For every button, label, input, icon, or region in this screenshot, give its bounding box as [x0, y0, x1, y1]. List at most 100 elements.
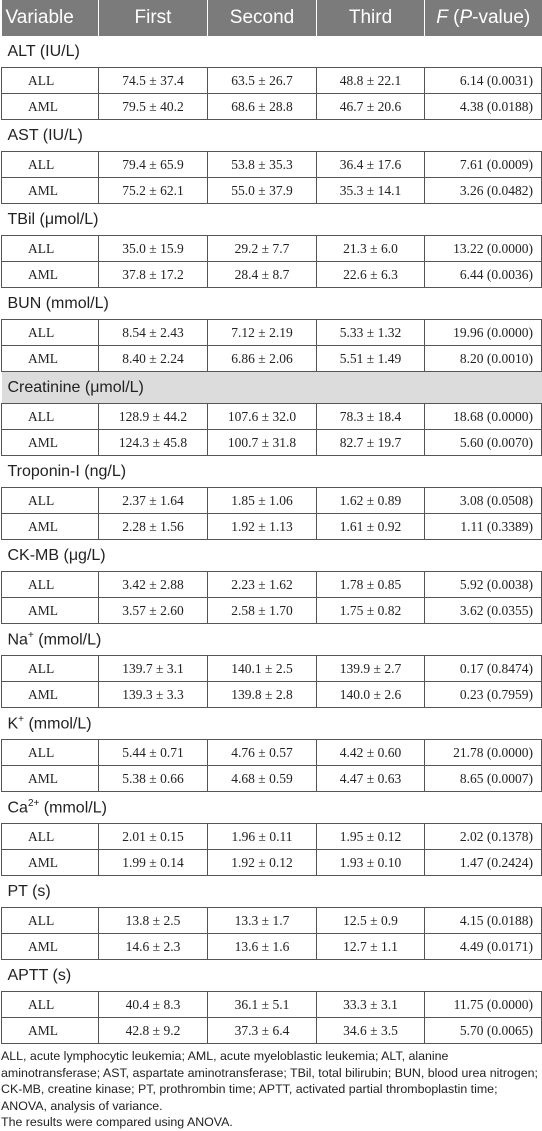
table-row: AML 124.3 ± 45.8 100.7 ± 31.8 82.7 ± 19.7 5.… [1, 429, 542, 456]
cell-second: 2.58 ± 1.70 [207, 597, 317, 624]
cell-third: 4.47 ± 0.63 [316, 765, 425, 792]
table-row: AML 37.8 ± 17.2 28.4 ± 8.7 22.6 ± 6.3 6.44 (… [1, 261, 542, 288]
cell-f-pvalue: 11.75 (0.0000) [424, 991, 542, 1018]
cell-second: 4.76 ± 0.57 [207, 739, 317, 766]
row-label: AML [1, 345, 99, 372]
cell-second: 28.4 ± 8.7 [207, 261, 317, 288]
cell-first: 2.37 ± 1.64 [98, 487, 208, 514]
cell-f-pvalue: 0.23 (0.7959) [424, 681, 542, 708]
group-row: AST (IU/L) [1, 119, 542, 152]
table-row: AML 139.3 ± 3.3 139.8 ± 2.8 140.0 ± 2.6 0.23… [1, 681, 542, 708]
group-label: Na+ (mmol/L) [1, 623, 542, 656]
cell-third: 1.95 ± 0.12 [316, 823, 425, 850]
cell-second: 53.8 ± 35.3 [207, 151, 317, 178]
cell-f-pvalue: 13.22 (0.0000) [424, 235, 542, 262]
group-name: CK-MB (μg/L) [7, 546, 106, 564]
group-label: BUN (mmol/L) [1, 287, 542, 320]
cell-second: 6.86 ± 2.06 [207, 345, 317, 372]
row-label: AML [1, 1017, 99, 1044]
cell-third: 4.42 ± 0.60 [316, 739, 425, 766]
col-header-f-pvalue: F (P-value) [424, 0, 542, 36]
row-label: AML [1, 177, 99, 204]
group-label: CK-MB (μg/L) [1, 539, 542, 572]
cell-second: 140.1 ± 2.5 [207, 655, 317, 682]
group-label: APTT (s) [1, 959, 542, 992]
cell-first: 74.5 ± 37.4 [98, 67, 208, 94]
cell-second: 7.12 ± 2.19 [207, 319, 317, 346]
cell-first: 2.01 ± 0.15 [98, 823, 208, 850]
cell-third: 48.8 ± 22.1 [316, 67, 425, 94]
cell-second: 4.68 ± 0.59 [207, 765, 317, 792]
group-superscript: + [18, 713, 25, 725]
cell-second: 2.23 ± 1.62 [207, 571, 317, 598]
cell-third: 12.7 ± 1.1 [316, 933, 425, 960]
group-superscript: + [27, 629, 34, 641]
cell-third: 5.33 ± 1.32 [316, 319, 425, 346]
cell-third: 21.3 ± 6.0 [316, 235, 425, 262]
cell-first: 13.8 ± 2.5 [98, 907, 208, 934]
table-row: ALL 74.5 ± 37.4 63.5 ± 26.7 48.8 ± 22.1 6.14… [1, 67, 542, 94]
cell-second: 36.1 ± 5.1 [207, 991, 317, 1018]
cell-f-pvalue: 7.61 (0.0009) [424, 151, 542, 178]
cell-f-pvalue: 3.26 (0.0482) [424, 177, 542, 204]
row-label: AML [1, 429, 99, 456]
row-label: AML [1, 765, 99, 792]
group-label: ALT (IU/L) [1, 36, 542, 68]
cell-first: 75.2 ± 62.1 [98, 177, 208, 204]
group-label: Ca2+ (mmol/L) [1, 791, 542, 824]
group-row: Creatinine (μmol/L) [1, 371, 542, 404]
cell-first: 128.9 ± 44.2 [98, 403, 208, 430]
cell-third: 82.7 ± 19.7 [316, 429, 425, 456]
table-row: AML 42.8 ± 9.2 37.3 ± 6.4 34.6 ± 3.5 5.70 (0… [1, 1017, 542, 1044]
group-label: TBil (μmol/L) [1, 203, 542, 236]
row-label: AML [1, 933, 99, 960]
cell-f-pvalue: 5.92 (0.0038) [424, 571, 542, 598]
header-row: Variable First Second Third F (P-value) [1, 0, 542, 36]
cell-f-pvalue: 19.96 (0.0000) [424, 319, 542, 346]
cell-third: 33.3 ± 3.1 [316, 991, 425, 1018]
group-name: PT (s) [7, 882, 51, 900]
cell-second: 107.6 ± 32.0 [207, 403, 317, 430]
group-name: ALT (IU/L) [7, 42, 80, 60]
cell-second: 37.3 ± 6.4 [207, 1017, 317, 1044]
group-superscript: 2+ [27, 797, 40, 809]
cell-f-pvalue: 1.11 (0.3389) [424, 513, 542, 540]
group-name: Creatinine (μmol/L) [7, 378, 144, 396]
cell-f-pvalue: 4.15 (0.0188) [424, 907, 542, 934]
cell-first: 14.6 ± 2.3 [98, 933, 208, 960]
row-label: AML [1, 849, 99, 876]
cell-second: 139.8 ± 2.8 [207, 681, 317, 708]
table-row: AML 2.28 ± 1.56 1.92 ± 1.13 1.61 ± 0.92 1.11… [1, 513, 542, 540]
cell-second: 63.5 ± 26.7 [207, 67, 317, 94]
group-unit: (mmol/L) [39, 799, 107, 817]
table-body: ALT (IU/L) ALL 74.5 ± 37.4 63.5 ± 26.7 48.8 … [1, 36, 542, 1044]
table-row: ALL 13.8 ± 2.5 13.3 ± 1.7 12.5 ± 0.9 4.15 (0… [1, 907, 542, 934]
group-row: Troponin-I (ng/L) [1, 455, 542, 488]
results-table: Variable First Second Third F (P-value) … [1, 0, 542, 1044]
group-name: K [7, 715, 19, 733]
table-row: ALL 40.4 ± 8.3 36.1 ± 5.1 33.3 ± 3.1 11.75 (… [1, 991, 542, 1018]
cell-first: 37.8 ± 17.2 [98, 261, 208, 288]
table-row: ALL 8.54 ± 2.43 7.12 ± 2.19 5.33 ± 1.32 19.9… [1, 319, 542, 346]
group-row: CK-MB (μg/L) [1, 539, 542, 572]
cell-third: 36.4 ± 17.6 [316, 151, 425, 178]
cell-f-pvalue: 8.65 (0.0007) [424, 765, 542, 792]
group-label: Troponin-I (ng/L) [1, 455, 542, 488]
cell-third: 1.61 ± 0.92 [316, 513, 425, 540]
group-label: PT (s) [1, 875, 542, 908]
group-row: ALT (IU/L) [1, 36, 542, 68]
cell-third: 1.93 ± 0.10 [316, 849, 425, 876]
table-row: AML 5.38 ± 0.66 4.68 ± 0.59 4.47 ± 0.63 8.65… [1, 765, 542, 792]
row-label: ALL [1, 823, 99, 850]
row-label: AML [1, 513, 99, 540]
table-row: AML 14.6 ± 2.3 13.6 ± 1.6 12.7 ± 1.1 4.49 (0… [1, 933, 542, 960]
cell-second: 1.92 ± 0.12 [207, 849, 317, 876]
row-label: ALL [1, 319, 99, 346]
row-label: ALL [1, 907, 99, 934]
cell-third: 22.6 ± 6.3 [316, 261, 425, 288]
row-label: AML [1, 261, 99, 288]
cell-third: 140.0 ± 2.6 [316, 681, 425, 708]
table-row: ALL 139.7 ± 3.1 140.1 ± 2.5 139.9 ± 2.7 0.17… [1, 655, 542, 682]
cell-second: 55.0 ± 37.9 [207, 177, 317, 204]
group-name: Na [7, 631, 28, 649]
